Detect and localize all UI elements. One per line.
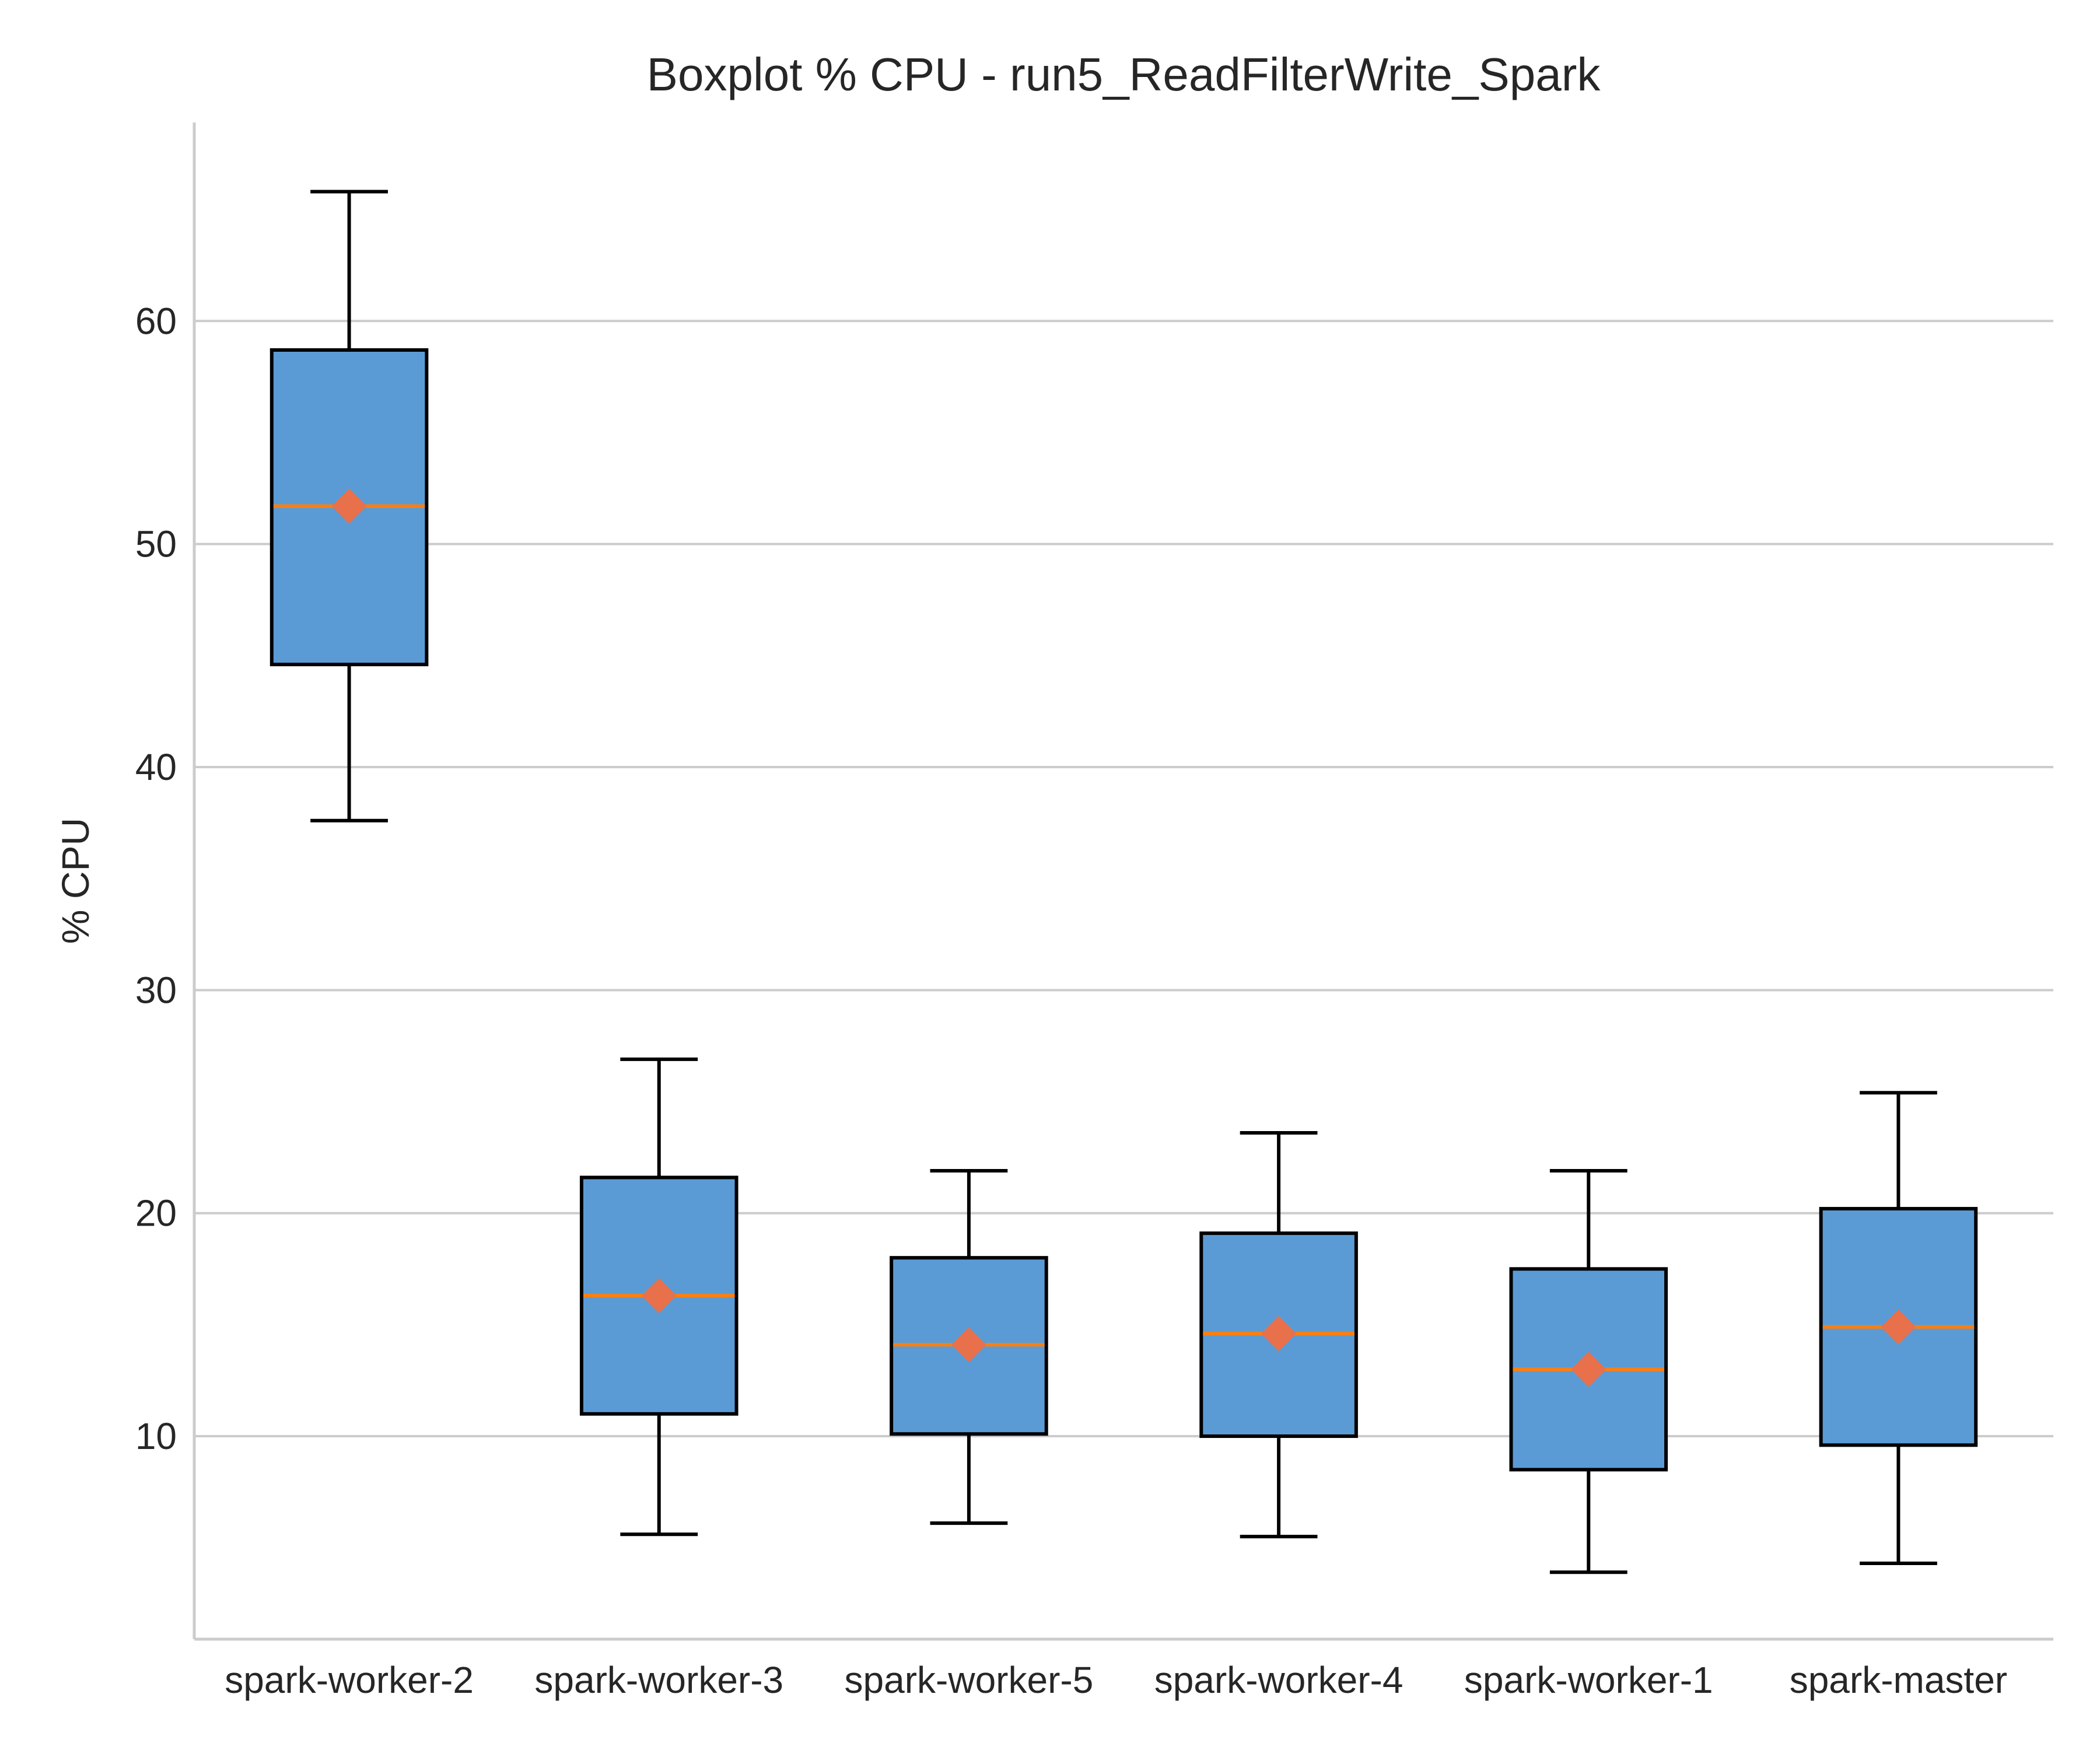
mean-marker xyxy=(1261,1316,1297,1352)
box-series xyxy=(270,190,1978,1574)
mean-marker xyxy=(1881,1309,1916,1345)
y-tick-labels: 10 20 30 40 50 60 xyxy=(135,300,177,1457)
box-spark-master xyxy=(1819,1091,1978,1565)
x-tick-label-spark-worker-3: spark-worker-3 xyxy=(534,1659,783,1701)
y-axis-label: % CPU xyxy=(54,818,97,944)
mean-marker xyxy=(331,488,367,524)
y-tick-label-50: 50 xyxy=(135,523,177,565)
mean-marker xyxy=(1571,1352,1606,1387)
x-tick-labels: spark-worker-2 spark-worker-3 spark-worker… xyxy=(225,1659,2007,1701)
box-spark-worker-2 xyxy=(270,190,429,822)
mean-marker xyxy=(641,1278,677,1314)
x-tick-label-spark-worker-5: spark-worker-5 xyxy=(845,1659,1094,1701)
x-tick-label-spark-worker-4: spark-worker-4 xyxy=(1154,1659,1404,1701)
y-tick-label-20: 20 xyxy=(135,1192,177,1234)
chart-title: Boxplot % CPU - run5_ReadFilterWrite_Spa… xyxy=(647,48,1601,100)
y-tick-label-60: 60 xyxy=(135,300,177,342)
x-tick-label-spark-master: spark-master xyxy=(1790,1659,2007,1701)
box-spark-worker-3 xyxy=(579,1057,738,1536)
box-spark-worker-5 xyxy=(890,1169,1048,1525)
grid-lines xyxy=(194,320,2053,1438)
box-spark-worker-1 xyxy=(1509,1169,1668,1574)
x-tick-label-spark-worker-1: spark-worker-1 xyxy=(1464,1659,1713,1701)
y-tick-label-10: 10 xyxy=(135,1415,177,1457)
y-tick-label-40: 40 xyxy=(135,746,177,788)
box-spark-worker-4 xyxy=(1199,1131,1358,1539)
mean-marker xyxy=(951,1327,986,1363)
y-tick-label-30: 30 xyxy=(135,969,177,1011)
x-tick-label-spark-worker-2: spark-worker-2 xyxy=(225,1659,474,1701)
